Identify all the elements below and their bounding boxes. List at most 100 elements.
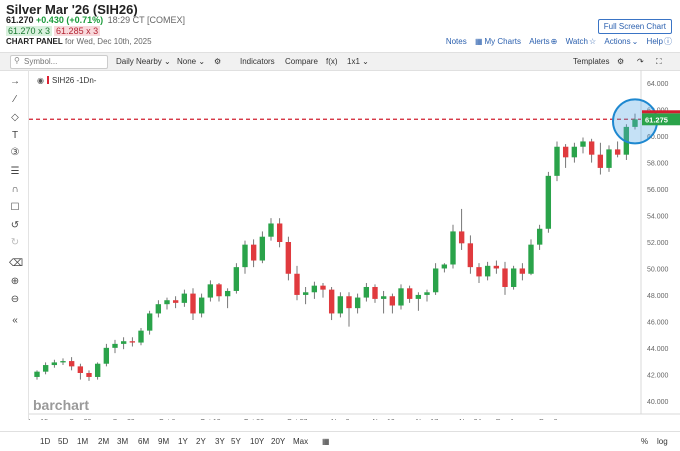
range-10y-button[interactable]: 10Y [250,437,265,446]
candle [536,228,543,245]
zoom-out-icon[interactable]: ⊖ [10,294,20,305]
y-tick-label: 56.000 [647,187,669,194]
symbol-search[interactable]: ⚲ [10,55,108,69]
price-chart[interactable]: 40.000 42.000 44.000 46.000 48.000 50.000 52.0… [29,70,680,420]
plus-circle-icon[interactable]: ⊕ [550,37,558,46]
range-5d-button[interactable]: 5D [58,437,69,446]
range-1m-button[interactable]: 1M [77,437,89,446]
range-3y-button[interactable]: 3Y [215,437,225,446]
candle [198,297,205,314]
candle [545,175,552,229]
search-icon: ⚲ [14,56,20,65]
function-button[interactable]: f(x) [326,57,338,66]
calendar-icon[interactable]: ▦ [322,437,330,446]
candle [224,290,231,297]
lock-icon[interactable]: ☐ [10,202,20,213]
candle [528,244,534,274]
range-1y-button[interactable]: 1Y [178,437,188,446]
chart-toolbar: ⚲ Daily Nearby ⌄ None ⌄ ⚙ Indicators Com… [0,52,680,71]
range-6m-button[interactable]: 6M [138,437,150,446]
percent-toggle[interactable]: % [641,437,649,446]
candle [34,371,40,377]
y-tick-label: 58.000 [647,161,669,168]
eye-icon[interactable]: ◉ [37,76,44,85]
candle [432,268,439,293]
range-2y-button[interactable]: 2Y [196,437,206,446]
zoom-in-icon[interactable]: ⊕ [10,276,20,287]
my-charts-link[interactable]: My Charts [484,37,521,46]
templates-button[interactable]: Templates [573,57,610,66]
page-title: Silver Mar '26 (SIH26) [6,2,138,17]
last-price: 61.270 [6,15,34,25]
y-tick-label: 64.000 [647,81,669,88]
range-9m-button[interactable]: 9M [158,437,170,446]
candle [406,288,413,299]
indicators-button[interactable]: Indicators [240,57,275,66]
legend-color-swatch [46,76,49,84]
candle [389,296,396,306]
price-change: +0.430 (+0.71%) [36,15,104,25]
notes-link[interactable]: Notes [445,37,467,46]
x-tick-label: Oct 20 [243,419,264,420]
candle [120,341,127,344]
candle [398,288,404,306]
layout-dropdown[interactable]: 1x1 ⌄ [347,57,369,66]
chart-icon: ▦ [474,37,483,46]
magnet-icon[interactable]: ∩ [11,184,19,195]
range-2m-button[interactable]: 2M [98,437,110,446]
collapse-icon[interactable]: « [12,315,18,326]
range-1d-button[interactable]: 1D [40,437,51,446]
y-tick-label: 42.000 [647,372,669,379]
undo-icon[interactable]: ↺ [10,220,20,231]
candle [86,372,92,377]
candle [138,330,144,343]
text-icon[interactable]: T [11,130,19,141]
chart-area[interactable]: 40.000 42.000 44.000 46.000 48.000 50.000 52.0… [29,70,680,420]
x-tick-label: Nov 17 [416,419,438,420]
actions-menu[interactable]: Actions [604,37,631,46]
ask-value: 61.285 x 3 [54,26,101,36]
shapes-icon[interactable]: ◇ [11,112,19,123]
quote-time: 18:29 CT [COMEX] [107,15,185,25]
candle [519,268,526,274]
symbol-search-input[interactable] [24,57,102,66]
candle [458,231,465,244]
candle [146,313,153,331]
trash-icon[interactable]: ⌫ [9,258,24,269]
legend-symbol: SIH26 -1Dn- [51,76,97,85]
help-icon[interactable]: ⓘ [664,37,672,46]
fullscreen-icon[interactable]: ⛶ [656,57,662,66]
fib-icon[interactable]: ☰ [10,166,20,177]
candle [259,236,266,261]
x-tick-label: Sep 29 [113,419,135,420]
measure-icon[interactable]: ③ [10,147,20,158]
full-screen-chart-button[interactable]: Full Screen Chart [597,19,672,34]
range-max-button[interactable]: Max [293,437,309,446]
log-toggle[interactable]: log [657,437,668,446]
top-links: Notes ▦ My Charts Alerts⊕ Watch☆ Actions⌄… [440,36,672,47]
watch-link[interactable]: Watch [565,37,588,46]
x-tick-label: Dec 1 [496,419,514,420]
trendline-icon[interactable]: ∕ [14,94,16,105]
x-tick-label: Nov 10 [373,419,395,420]
help-link[interactable]: Help [646,37,663,46]
candle [164,300,170,305]
alerts-link[interactable]: Alerts [529,37,550,46]
share-icon[interactable]: ↷ [637,57,644,66]
star-icon[interactable]: ☆ [588,37,597,46]
aggregation-dropdown[interactable]: Daily Nearby ⌄ [116,57,171,66]
gear-icon[interactable]: ⚙ [617,57,625,66]
studies-dropdown[interactable]: None ⌄ [177,57,206,66]
y-tick-label: 50.000 [647,266,669,273]
candle [614,149,621,155]
range-20y-button[interactable]: 20Y [271,437,286,446]
redo-icon[interactable]: ↻ [10,237,20,248]
settings-sliders-icon[interactable]: ⚙ [214,57,222,66]
y-tick-label: 60.000 [647,134,669,141]
y-tick-label: 48.000 [647,293,669,300]
range-5y-button[interactable]: 5Y [231,437,241,446]
compare-button[interactable]: Compare [285,57,318,66]
range-3m-button[interactable]: 3M [117,437,129,446]
candle [129,341,136,343]
crosshair-icon[interactable]: → [10,76,20,87]
